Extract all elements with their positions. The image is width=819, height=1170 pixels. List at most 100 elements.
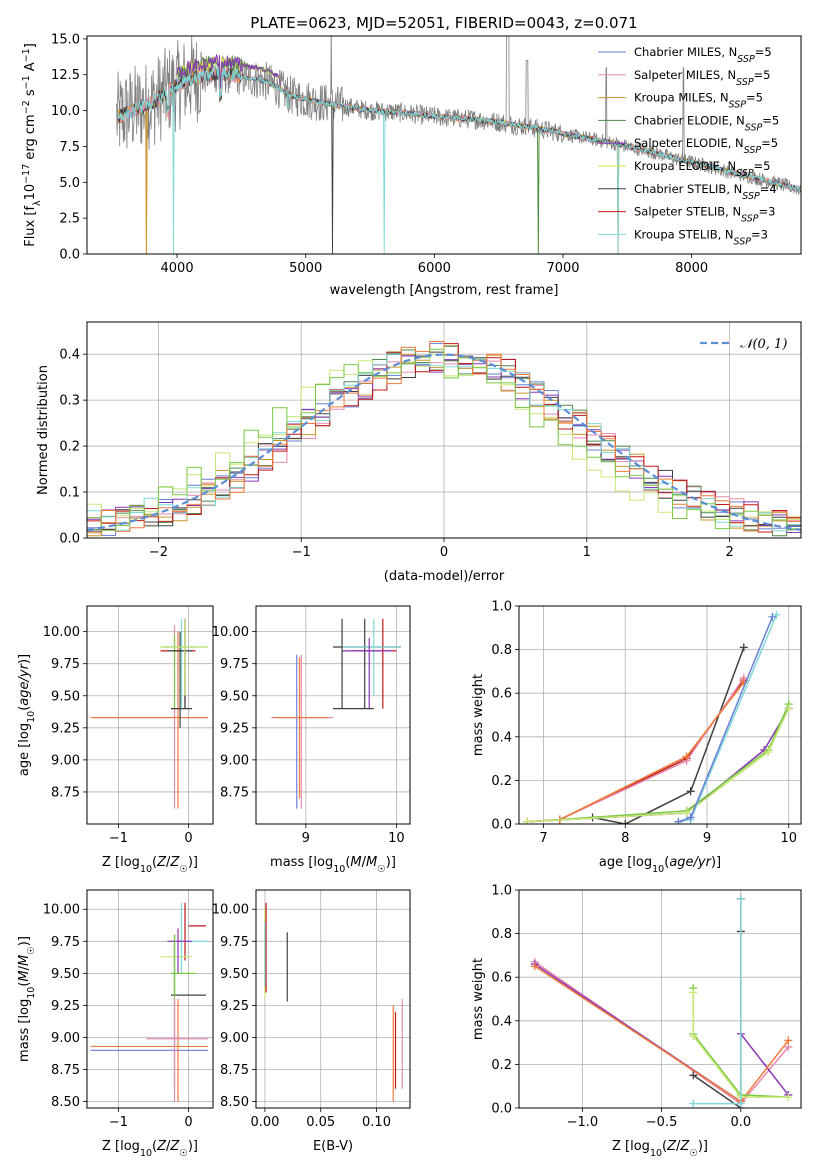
weight-plot xyxy=(523,610,793,824)
y-tick-label: 8.75 xyxy=(51,1063,80,1078)
weight-point xyxy=(682,752,691,761)
x-axis-label: age [log10(age/yr)] xyxy=(599,855,721,875)
errorbar-cross xyxy=(90,631,209,809)
y-axis-label: Normed distribution xyxy=(36,365,51,495)
weight-point xyxy=(689,1099,698,1108)
y-tick-label: 0.8 xyxy=(491,927,512,942)
x-tick-label: −2 xyxy=(149,545,168,560)
y-tick-label: 0.0 xyxy=(59,532,80,547)
axis-frame xyxy=(255,889,411,1109)
weight-line xyxy=(527,677,745,823)
x-tick-label: 7000 xyxy=(546,261,579,276)
cross-plot xyxy=(271,618,401,809)
errorbar-cross xyxy=(342,638,392,709)
y-tick-label: 9.50 xyxy=(51,689,80,704)
x-tick-label: 9 xyxy=(703,831,711,846)
y-tick-label: 0.1 xyxy=(59,486,80,501)
y-tick-label: 9.00 xyxy=(51,753,80,768)
x-tick-label: 9 xyxy=(302,831,310,846)
x-axis-label: E(B-V) xyxy=(313,1139,353,1154)
weight-line xyxy=(527,708,790,823)
weight-point xyxy=(686,813,695,822)
y-tick-label: 10.00 xyxy=(43,903,80,918)
weight-point xyxy=(784,1093,793,1102)
y-tick-label: 0.0 xyxy=(491,818,512,833)
weight-point xyxy=(784,1036,793,1045)
y-tick-label: 8.50 xyxy=(220,1095,249,1110)
y-tick-label: 0.2 xyxy=(491,1058,512,1073)
errorbar-cross xyxy=(160,618,209,696)
x-tick-label: 5000 xyxy=(289,261,322,276)
y-tick-label: 9.25 xyxy=(51,721,80,736)
cross-plot xyxy=(90,618,209,809)
x-tick-label: 1 xyxy=(583,545,591,560)
chart-weight-vs-age: 7 8 9 10 0.0 0.2 0.4 0.6 0.8 1.0 age [log10(age/yr… xyxy=(471,600,802,875)
x-axis-label: mass [log10(M/M☉)] xyxy=(270,855,396,875)
ticks: −1 0 8.75 9.00 9.25 9.50 9.75 10.00 xyxy=(43,625,193,846)
legend-label: 𝒩(0, 1) xyxy=(740,337,787,352)
errorbar-cross xyxy=(167,902,209,974)
weight-series xyxy=(523,704,793,824)
weight-point xyxy=(784,704,793,713)
ticks: 0.00 0.05 0.10 8.50 8.75 9.00 9.25 9.50 9.75 10.0… xyxy=(212,903,391,1130)
x-tick-label: −1.0 xyxy=(567,1115,599,1130)
legend-label: Kroupa ELODIE, NSSP=5 xyxy=(634,159,771,179)
weight-line xyxy=(527,681,745,823)
x-tick-label: 8 xyxy=(621,831,629,846)
weight-point xyxy=(736,1099,745,1108)
errorbar-cross xyxy=(271,654,333,809)
y-tick-label: 8.75 xyxy=(51,785,80,800)
y-tick-label: 9.75 xyxy=(51,657,80,672)
weight-point xyxy=(772,610,781,619)
ticks: −1.0 −0.5 0.0 0.0 0.2 0.4 0.6 0.8 1.0 xyxy=(491,884,751,1131)
spectrum-plot xyxy=(116,36,801,254)
y-tick-label: 9.00 xyxy=(220,1031,249,1046)
x-tick-label: 0.10 xyxy=(362,1115,391,1130)
errorbar-cross xyxy=(333,618,374,710)
y-tick-label: 0.2 xyxy=(59,440,80,455)
grid-lines xyxy=(519,889,801,1109)
grid-lines xyxy=(519,605,801,825)
errorbar-cross xyxy=(171,631,192,728)
errorbar-cross xyxy=(394,1011,397,1089)
ticks: 4000 5000 6000 7000 8000 0.0 2.5 5.0 7.5 10.0 12.5… xyxy=(51,32,708,276)
axis-frame xyxy=(518,605,802,825)
y-tick-label: 0.4 xyxy=(59,348,80,363)
axis-frame xyxy=(518,889,802,1109)
x-tick-label: 10 xyxy=(780,831,797,846)
ticks: 7 8 9 10 0.0 0.2 0.4 0.6 0.8 1.0 xyxy=(491,600,797,847)
ticks: −1 0 8.50 8.75 9.00 9.25 9.50 9.75 10.00 xyxy=(43,903,193,1130)
y-tick-label: 0.4 xyxy=(491,730,512,745)
y-tick-label: 10.00 xyxy=(43,625,80,640)
x-axis-label: Z [log10(Z/Z☉)] xyxy=(102,1139,198,1159)
y-tick-label: 9.75 xyxy=(220,657,249,672)
y-tick-label: 0.8 xyxy=(491,643,512,658)
ticks: 9 10 8.75 9.00 9.25 9.50 9.75 10.00 xyxy=(212,625,405,846)
y-tick-label: 9.75 xyxy=(51,935,80,950)
weight-plot xyxy=(530,894,793,1108)
chart-weight-vs-Z: −1.0 −0.5 0.0 0.0 0.2 0.4 0.6 0.8 1.0 Z [log10(Z/… xyxy=(471,884,802,1159)
errorbar-cross xyxy=(160,934,192,987)
grid-lines xyxy=(87,606,213,824)
y-tick-label: 9.00 xyxy=(51,1031,80,1046)
weight-series xyxy=(523,673,748,824)
ticks: −2 −1 0 1 2 0.0 0.1 0.2 0.3 0.4 xyxy=(59,348,733,560)
x-tick-label: 4000 xyxy=(161,261,194,276)
x-tick-label: −1 xyxy=(109,831,128,846)
y-tick-label: 0.6 xyxy=(491,971,512,986)
errorbar-cross xyxy=(146,999,209,1102)
weight-point xyxy=(689,1032,698,1041)
chart-mass-vs-Z: −1 0 8.50 8.75 9.00 9.25 9.50 9.75 10.00 Z [log10… xyxy=(17,889,214,1159)
y-tick-label: 1.0 xyxy=(491,600,512,615)
axis-frame xyxy=(86,35,802,255)
y-tick-label: 9.25 xyxy=(220,999,249,1014)
chart-spectrum: 4000 5000 6000 7000 8000 0.0 2.5 5.0 7.5 10.0 12.5… xyxy=(21,32,802,298)
y-axis-label: mass weight xyxy=(471,958,486,1040)
weight-point xyxy=(530,962,539,971)
x-tick-label: 0.0 xyxy=(730,1115,751,1130)
x-tick-label: 0.00 xyxy=(250,1115,279,1130)
y-tick-label: 9.25 xyxy=(51,999,80,1014)
weight-series xyxy=(689,894,745,1108)
x-tick-label: 0.05 xyxy=(306,1115,335,1130)
